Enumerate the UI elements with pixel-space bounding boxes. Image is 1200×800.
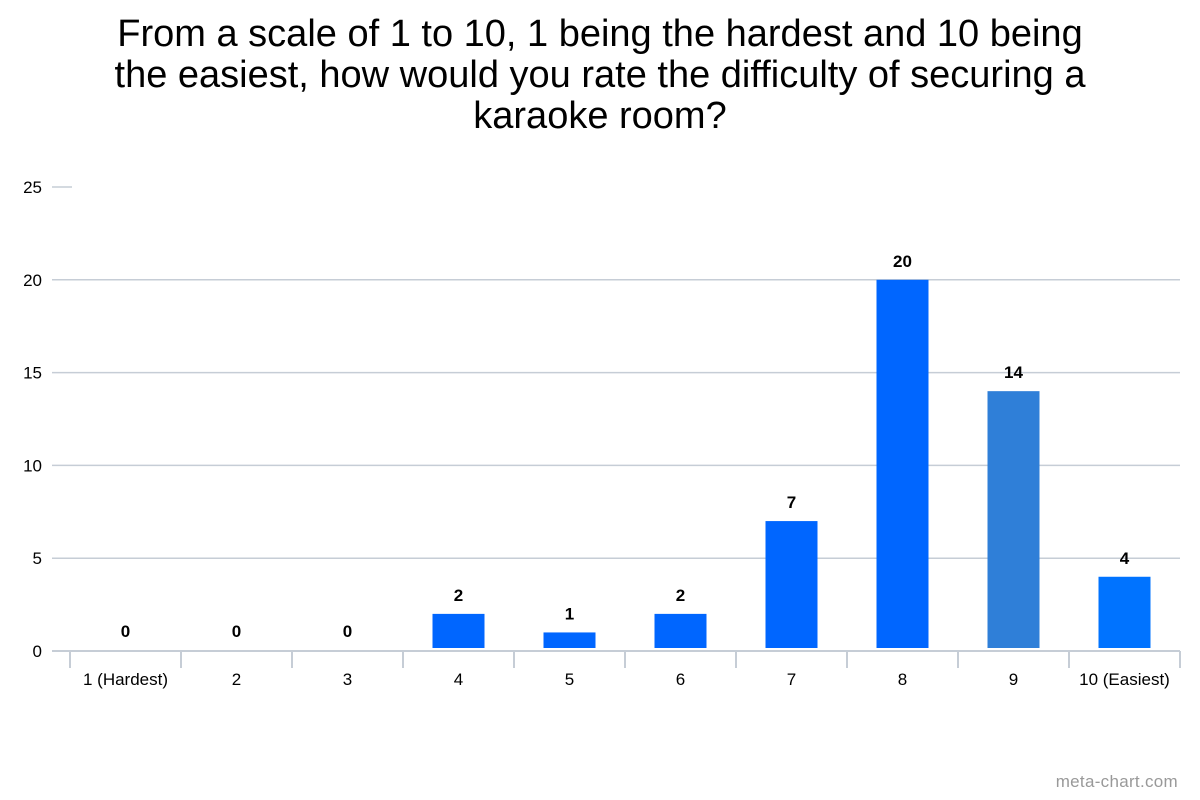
data-label: 0 [121, 622, 130, 641]
data-label: 7 [787, 493, 796, 512]
x-tick-label: 1 (Hardest) [83, 670, 168, 689]
data-label: 4 [1120, 549, 1130, 568]
x-tick-label: 7 [787, 670, 796, 689]
chart-title-line-1: From a scale of 1 to 10, 1 being the har… [117, 13, 1083, 55]
x-axis: 1 (Hardest) 2 3 4 5 6 7 8 9 10 (Easiest) [52, 650, 1181, 689]
chart-title: From a scale of 1 to 10, 1 being the har… [0, 14, 1200, 137]
y-axis-ticks: 0 5 10 15 20 25 [23, 178, 42, 661]
data-label: 2 [676, 586, 685, 605]
data-label: 0 [343, 622, 352, 641]
x-tick-label: 10 (Easiest) [1079, 670, 1170, 689]
bars [432, 279, 1151, 648]
data-label: 2 [454, 586, 463, 605]
bar [654, 613, 707, 648]
x-tick-label: 5 [565, 670, 574, 689]
x-tick-label: 9 [1009, 670, 1018, 689]
x-tick-label: 3 [343, 670, 352, 689]
bar [1098, 576, 1151, 648]
chart-title-line-2: the easiest, how would you rate the diff… [114, 54, 1086, 96]
y-tick-label: 5 [33, 549, 42, 568]
bar [543, 632, 596, 648]
data-label: 0 [232, 622, 241, 641]
y-tick-label: 25 [23, 178, 42, 197]
y-tick-label: 0 [33, 642, 42, 661]
data-label: 14 [1004, 363, 1023, 382]
bar [765, 521, 818, 648]
data-label: 1 [565, 604, 574, 623]
chart-title-line-3: karaoke room? [473, 95, 727, 137]
y-tick-label: 15 [23, 364, 42, 383]
bar [987, 391, 1040, 648]
bar [876, 279, 929, 648]
x-tick-label: 4 [454, 670, 463, 689]
y-tick-label: 10 [23, 456, 42, 475]
data-labels: 0 0 0 2 1 2 7 20 14 4 [121, 252, 1130, 641]
watermark: meta-chart.com [1055, 772, 1178, 791]
x-tick-label: 2 [232, 670, 241, 689]
data-label: 20 [893, 252, 912, 271]
y-tick-label: 20 [23, 271, 42, 290]
x-tick-label: 6 [676, 670, 685, 689]
x-tick-label: 8 [898, 670, 907, 689]
bar [432, 613, 485, 648]
